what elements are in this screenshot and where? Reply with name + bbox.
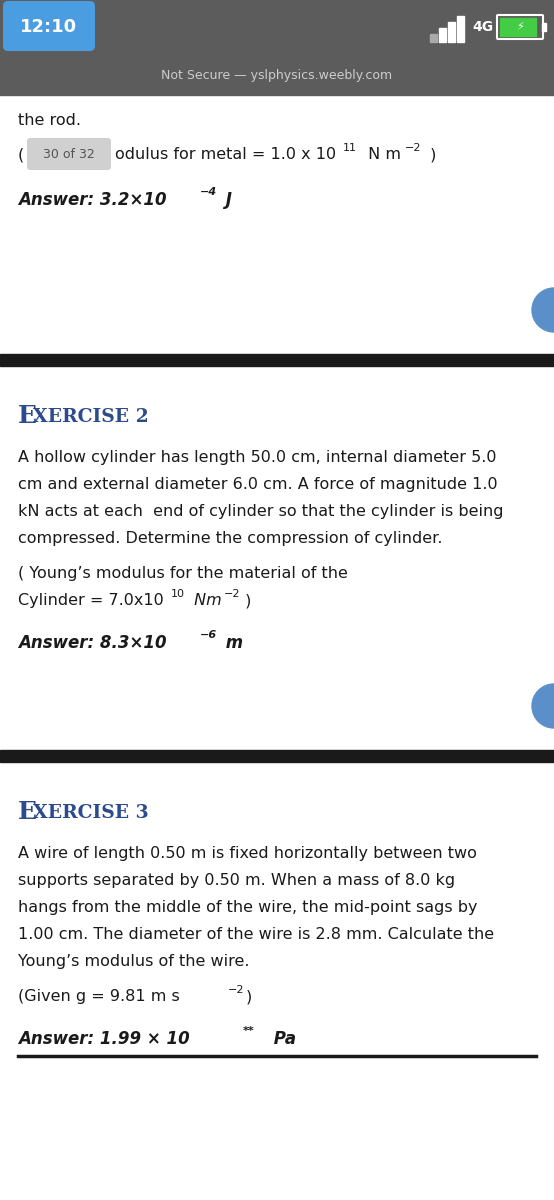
Text: 10: 10	[171, 589, 185, 599]
Text: −4: −4	[200, 187, 217, 197]
Bar	[0, 354, 554, 366]
Text: hangs from the middle of the wire, the mid-point sags by: hangs from the middle of the wire, the m…	[18, 900, 478, 914]
Text: A wire of length 0.50 m is fixed horizontally between two: A wire of length 0.50 m is fixed horizon…	[18, 846, 477, 862]
Text: kN acts at each  end of cylinder so that the cylinder is being: kN acts at each end of cylinder so that …	[18, 504, 504, 518]
Text: cm and external diameter 6.0 cm. A force of magnitude 1.0: cm and external diameter 6.0 cm. A force…	[18, 476, 497, 492]
Text: E: E	[18, 800, 37, 824]
Text: A hollow cylinder has length 50.0 cm, internal diameter 5.0: A hollow cylinder has length 50.0 cm, in…	[18, 450, 496, 464]
Text: compressed. Determine the compression of cylinder.: compressed. Determine the compression of…	[18, 530, 443, 546]
Bar	[430, 34, 437, 42]
Text: XERCISE 2: XERCISE 2	[33, 408, 148, 426]
Text: (: (	[18, 146, 24, 162]
Text: XERCISE 3: XERCISE 3	[33, 804, 149, 822]
Text: Not Secure — yslphysics.weebly.com: Not Secure — yslphysics.weebly.com	[161, 68, 393, 82]
Text: −2: −2	[224, 589, 240, 599]
Bar	[448, 22, 455, 42]
Bar	[0, 55, 554, 95]
Bar	[542, 23, 546, 31]
Text: 12:10: 12:10	[20, 18, 78, 36]
Text: ( Young’s modulus for the material of the: ( Young’s modulus for the material of th…	[18, 566, 348, 581]
Text: m: m	[220, 634, 243, 652]
Bar	[0, 750, 554, 762]
Bar	[457, 16, 464, 42]
Bar	[439, 28, 446, 42]
Bar	[500, 18, 536, 36]
FancyBboxPatch shape	[27, 138, 111, 170]
Text: odulus for metal = 1.0 x 10: odulus for metal = 1.0 x 10	[115, 146, 336, 162]
Text: −2: −2	[405, 143, 422, 152]
Text: E: E	[18, 404, 37, 428]
Text: J: J	[220, 191, 232, 209]
Text: the rod.: the rod.	[18, 113, 81, 128]
Text: −2: −2	[228, 985, 244, 995]
Text: −6: −6	[200, 630, 217, 640]
Wedge shape	[532, 288, 554, 332]
Text: 4G: 4G	[472, 20, 493, 34]
Text: ): )	[246, 989, 252, 1004]
Text: Nm: Nm	[189, 593, 222, 608]
Text: Answer: 1.99 × 10: Answer: 1.99 × 10	[18, 1030, 190, 1048]
Text: (Given g = 9.81 m s: (Given g = 9.81 m s	[18, 989, 179, 1004]
Text: Answer: 3.2×10: Answer: 3.2×10	[18, 191, 167, 209]
Bar	[0, 0, 554, 55]
FancyBboxPatch shape	[3, 1, 95, 50]
Text: Cylinder = 7.0x10: Cylinder = 7.0x10	[18, 593, 164, 608]
Text: 30 of 32: 30 of 32	[43, 148, 95, 161]
Text: 11: 11	[343, 143, 357, 152]
Text: Young’s modulus of the wire.: Young’s modulus of the wire.	[18, 954, 249, 970]
Text: N m: N m	[363, 146, 401, 162]
Text: supports separated by 0.50 m. When a mass of 8.0 kg: supports separated by 0.50 m. When a mas…	[18, 874, 455, 888]
Text: Answer: 8.3×10: Answer: 8.3×10	[18, 634, 167, 652]
Text: ): )	[240, 593, 252, 608]
Text: 1.00 cm. The diameter of the wire is 2.8 mm. Calculate the: 1.00 cm. The diameter of the wire is 2.8…	[18, 926, 494, 942]
Text: **: **	[243, 1026, 255, 1036]
Text: ): )	[425, 146, 437, 162]
Text: ⚡: ⚡	[516, 22, 524, 32]
Wedge shape	[532, 684, 554, 728]
Text: Pa: Pa	[268, 1030, 296, 1048]
